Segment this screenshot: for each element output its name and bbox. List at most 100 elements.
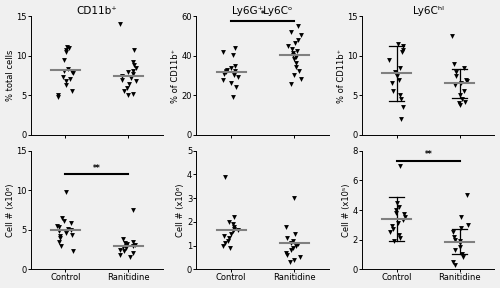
- Point: [229, 222, 237, 227]
- Point: [456, 103, 464, 107]
- Point: [56, 234, 64, 238]
- Point: [401, 215, 409, 220]
- Point: [452, 73, 460, 78]
- Point: [460, 65, 468, 70]
- Point: [389, 227, 397, 232]
- Point: [459, 255, 467, 260]
- Point: [220, 71, 228, 76]
- Y-axis label: Cell # (x10⁶): Cell # (x10⁶): [6, 183, 15, 237]
- Point: [396, 236, 404, 240]
- Title: CD11b⁺: CD11b⁺: [76, 5, 117, 16]
- Point: [54, 95, 62, 99]
- Point: [129, 60, 137, 65]
- Point: [396, 65, 404, 70]
- Point: [126, 255, 134, 260]
- Point: [396, 93, 404, 98]
- Point: [463, 193, 471, 198]
- Point: [128, 92, 136, 96]
- Point: [68, 232, 76, 237]
- Point: [56, 236, 64, 241]
- Point: [290, 56, 298, 61]
- Point: [62, 50, 70, 54]
- Point: [130, 47, 138, 52]
- Point: [130, 63, 138, 68]
- Y-axis label: % of CD11b⁺: % of CD11b⁺: [337, 48, 346, 103]
- Point: [55, 239, 63, 244]
- Y-axis label: Cell # (x10⁶): Cell # (x10⁶): [176, 183, 186, 237]
- Point: [118, 77, 126, 82]
- Point: [221, 241, 229, 245]
- Text: *: *: [260, 10, 264, 20]
- Point: [282, 250, 290, 255]
- Point: [129, 250, 137, 255]
- Point: [227, 232, 235, 236]
- Point: [288, 248, 296, 253]
- Point: [231, 63, 239, 68]
- Point: [398, 105, 406, 109]
- Point: [229, 95, 237, 100]
- Point: [452, 69, 460, 74]
- Point: [124, 82, 132, 87]
- Point: [122, 244, 130, 249]
- Point: [458, 252, 466, 257]
- Point: [124, 93, 132, 98]
- Point: [220, 175, 228, 179]
- Point: [234, 228, 242, 232]
- Y-axis label: Cell # (x10⁵): Cell # (x10⁵): [342, 183, 351, 237]
- Point: [289, 51, 297, 55]
- Point: [291, 232, 299, 236]
- Point: [288, 238, 296, 243]
- Point: [457, 81, 465, 86]
- Point: [296, 76, 304, 81]
- Point: [395, 233, 403, 238]
- Point: [64, 227, 72, 231]
- Point: [55, 225, 63, 230]
- Point: [292, 243, 300, 248]
- Point: [124, 70, 132, 75]
- Point: [132, 79, 140, 84]
- Point: [225, 236, 233, 241]
- Point: [456, 245, 464, 249]
- Point: [119, 245, 127, 249]
- Point: [386, 230, 394, 234]
- Point: [398, 50, 406, 54]
- Point: [129, 72, 137, 76]
- Point: [290, 72, 298, 77]
- Point: [224, 238, 232, 243]
- Point: [294, 38, 302, 42]
- Point: [62, 190, 70, 194]
- Point: [290, 196, 298, 200]
- Point: [452, 248, 460, 252]
- Point: [396, 77, 404, 82]
- Point: [222, 70, 230, 74]
- Point: [69, 249, 77, 253]
- Point: [292, 65, 300, 69]
- Point: [222, 67, 230, 72]
- Point: [389, 89, 397, 94]
- Point: [450, 61, 458, 66]
- Point: [60, 69, 68, 73]
- Point: [396, 163, 404, 168]
- Point: [120, 89, 128, 94]
- Point: [463, 79, 471, 84]
- Point: [62, 83, 70, 87]
- Point: [118, 73, 126, 78]
- Point: [390, 239, 398, 243]
- Point: [452, 263, 460, 267]
- Point: [130, 208, 138, 212]
- Point: [286, 30, 294, 35]
- Point: [391, 69, 399, 74]
- Point: [62, 231, 70, 235]
- Point: [123, 242, 131, 246]
- Point: [60, 219, 68, 223]
- Point: [462, 77, 469, 82]
- Point: [130, 239, 138, 244]
- Point: [126, 76, 134, 80]
- Point: [458, 97, 466, 102]
- Point: [66, 76, 74, 81]
- Point: [282, 224, 290, 229]
- Point: [398, 117, 406, 121]
- Point: [287, 82, 295, 87]
- Point: [67, 221, 75, 226]
- Point: [288, 246, 296, 250]
